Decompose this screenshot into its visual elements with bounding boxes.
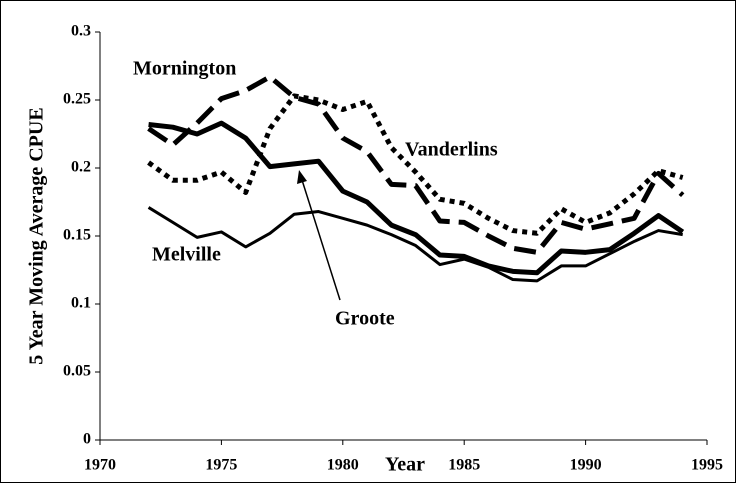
x-tick-label: 1980 xyxy=(327,457,359,474)
series-label: Groote xyxy=(335,308,395,330)
arrow-head xyxy=(297,170,307,184)
series-label: Mornington xyxy=(133,58,236,80)
y-tick-label: 0.15 xyxy=(63,227,91,244)
y-tick-label: 0.05 xyxy=(63,363,91,380)
x-tick-label: 1995 xyxy=(691,457,723,474)
x-tick-label: 1970 xyxy=(84,457,116,474)
y-axis-title: 5 Year Moving Average CPUE xyxy=(26,107,48,364)
series-line xyxy=(147,74,685,255)
x-tick-label: 1990 xyxy=(570,457,602,474)
series-line xyxy=(148,120,685,276)
x-tick-label: 1985 xyxy=(448,457,480,474)
y-tick-label: 0.3 xyxy=(71,23,91,40)
arrow-line xyxy=(301,179,341,301)
series-label: Melville xyxy=(152,244,221,266)
x-tick-label: 1975 xyxy=(205,457,237,474)
y-tick-label: 0.1 xyxy=(71,295,91,312)
y-tick-label: 0.2 xyxy=(71,159,91,176)
x-axis-title: Year xyxy=(385,454,425,476)
y-tick-label: 0.25 xyxy=(63,91,91,108)
y-tick-label: 0 xyxy=(83,431,91,448)
series-line xyxy=(147,206,683,283)
series-label: Vanderlins xyxy=(405,139,498,161)
series-line xyxy=(147,93,684,236)
